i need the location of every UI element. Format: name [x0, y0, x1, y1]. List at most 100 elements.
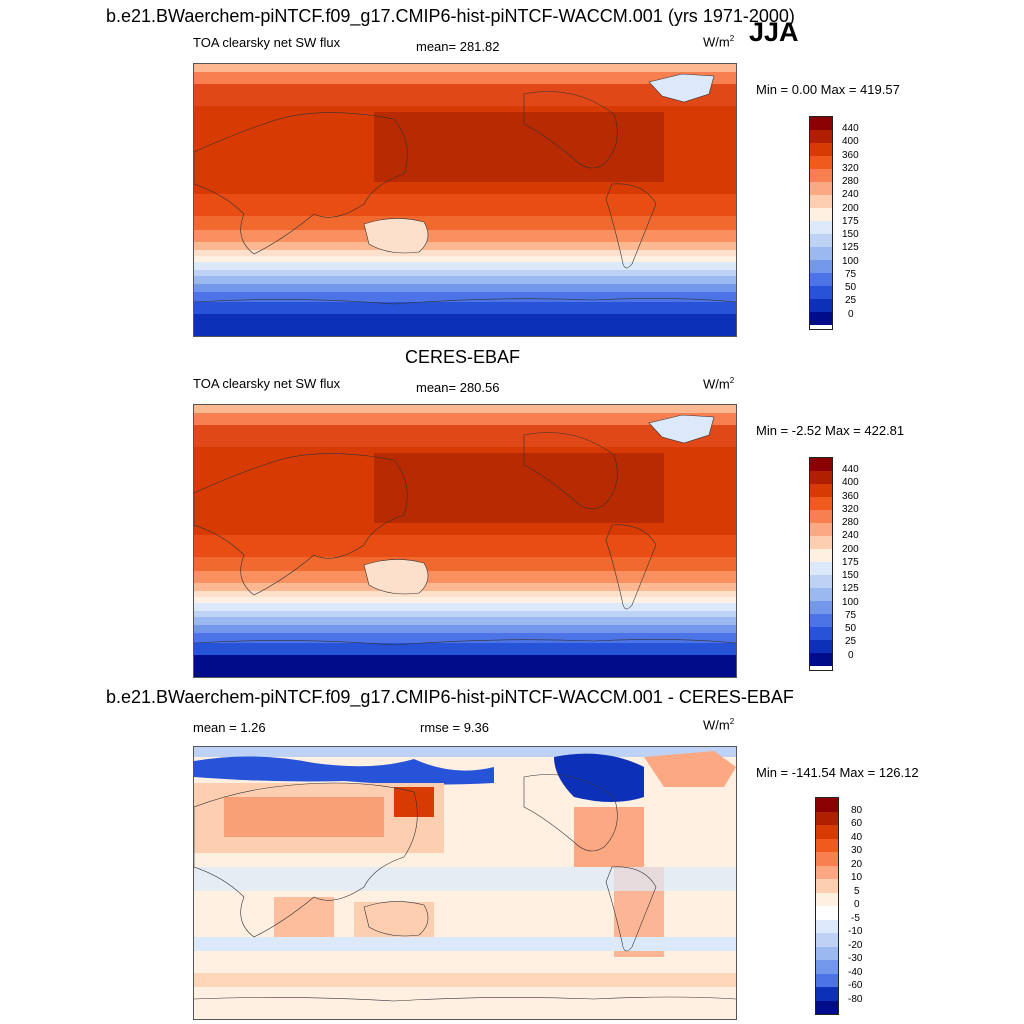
- panel3-colorbar-swatch: [816, 960, 838, 974]
- panel3-colorbar-swatch: [816, 906, 838, 920]
- panel1-title: b.e21.BWaerchem-piNTCF.f09_g17.CMIP6-his…: [106, 6, 795, 26]
- panel2-colorbar-tick: 175: [842, 557, 859, 568]
- panel3-colorbar-swatch: [816, 919, 838, 933]
- panel3-units: W/m2: [703, 717, 735, 733]
- panel1-colorbar-swatch: [810, 195, 832, 208]
- panel1-colorbar-swatch: [810, 312, 832, 325]
- panel2-map: [193, 404, 737, 678]
- panel1-colorbar-tick: 360: [842, 150, 859, 161]
- panel3-colorbar-swatch: [816, 987, 838, 1001]
- panel1-variable: TOA clearsky net SW flux: [193, 35, 341, 50]
- panel1-colorbar-tick: 0: [848, 309, 854, 320]
- panel3-colorbar-tick: -30: [848, 953, 863, 964]
- panel3-colorbar-tick: -40: [848, 967, 863, 978]
- panel2-colorbar-swatch: [810, 484, 832, 497]
- panel2-colorbar-swatch: [810, 614, 832, 627]
- panel3-colorbar-tick: 5: [854, 886, 860, 897]
- panel2-colorbar-tick: 280: [842, 517, 859, 528]
- panel3-colorbar-tick: -80: [848, 994, 863, 1005]
- panel1-colorbar-swatch: [810, 156, 832, 169]
- panel2-colorbar-swatch: [810, 536, 832, 549]
- panel1-colorbar-tick: 400: [842, 136, 859, 147]
- panel3-colorbar-swatch: [816, 811, 838, 825]
- panel1-colorbar-swatch: [810, 247, 832, 260]
- panel2-colorbar-tick: 25: [845, 636, 857, 647]
- panel2-colorbar: [809, 457, 833, 671]
- panel2-colorbar-swatch: [810, 640, 832, 653]
- panel3-rmse: rmse = 9.36: [420, 720, 490, 735]
- panel2-colorbar-tick: 125: [842, 583, 859, 594]
- panel2-minmax: Min = -2.52 Max = 422.81: [756, 423, 905, 438]
- panel1-colorbar-tick: 50: [845, 282, 857, 293]
- panel2-mean: mean= 280.56: [416, 380, 500, 395]
- panel3-colorbar-tick: 80: [851, 805, 863, 816]
- panel3-colorbar-swatch: [816, 1000, 838, 1014]
- panel2-colorbar-swatch: [810, 588, 832, 601]
- panel3-colorbar-tick: 30: [851, 845, 863, 856]
- panel1-minmax: Min = 0.00 Max = 419.57: [756, 82, 900, 97]
- panel2-variable: TOA clearsky net SW flux: [193, 376, 341, 391]
- panel1-colorbar-swatch: [810, 182, 832, 195]
- panel2-colorbar-tick: 150: [842, 570, 859, 581]
- panel3-colorbar-swatch: [816, 973, 838, 987]
- panel3-colorbar-tick: -60: [848, 980, 863, 991]
- panel1-colorbar-tick: 125: [842, 242, 859, 253]
- panel2-colorbar-tick: 100: [842, 597, 859, 608]
- panel1-colorbar-swatch: [810, 117, 832, 130]
- panel1-colorbar-tick: 240: [842, 189, 859, 200]
- panel2-field: [194, 405, 736, 677]
- panel3-field: [194, 747, 736, 1019]
- panel1-colorbar-swatch: [810, 221, 832, 234]
- panel1-colorbar-swatch: [810, 273, 832, 286]
- panel3-colorbar-tick: 60: [851, 818, 863, 829]
- panel2-colorbar-swatch: [810, 510, 832, 523]
- panel2-colorbar-tick: 0: [848, 650, 854, 661]
- panel3-colorbar-tick: -10: [848, 926, 863, 937]
- panel1-colorbar-swatch: [810, 234, 832, 247]
- panel1-colorbar-swatch: [810, 286, 832, 299]
- panel2-colorbar-tick: 400: [842, 477, 859, 488]
- panel3-colorbar-tick: -5: [851, 913, 860, 924]
- panel2-colorbar-swatch: [810, 627, 832, 640]
- panel3-minmax: Min = -141.54 Max = 126.12: [756, 765, 919, 780]
- panel1-colorbar-tick: 75: [845, 269, 857, 280]
- panel2-colorbar-tick: 320: [842, 504, 859, 515]
- panel3-colorbar-tick: -20: [848, 940, 863, 951]
- panel3-colorbar-tick: 40: [851, 832, 863, 843]
- panel3-colorbar-swatch: [816, 798, 838, 812]
- panel2-colorbar-swatch: [810, 523, 832, 536]
- panel1-mean: mean= 281.82: [416, 39, 500, 54]
- panel1-map: [193, 63, 737, 337]
- panel3-colorbar-tick: 0: [854, 899, 860, 910]
- panel2-colorbar-swatch: [810, 653, 832, 666]
- panel2-title: CERES-EBAF: [405, 347, 521, 367]
- panel1-colorbar-swatch: [810, 260, 832, 273]
- panel2-colorbar-swatch: [810, 601, 832, 614]
- panel2-colorbar-tick: 200: [842, 544, 859, 555]
- panel3-colorbar: [815, 797, 839, 1015]
- panel3-map: [193, 746, 737, 1020]
- panel3-colorbar-swatch: [816, 946, 838, 960]
- panel2-units: W/m2: [703, 376, 735, 392]
- panel2-colorbar-swatch: [810, 562, 832, 575]
- panel1-colorbar-swatch: [810, 143, 832, 156]
- panel1-colorbar-swatch: [810, 130, 832, 143]
- panel3-colorbar-swatch: [816, 825, 838, 839]
- panel1-field: [194, 64, 736, 336]
- panel1-colorbar-tick: 150: [842, 229, 859, 240]
- panel1-colorbar-tick: 280: [842, 176, 859, 187]
- panel1-colorbar-swatch: [810, 169, 832, 182]
- panel2-colorbar-tick: 360: [842, 491, 859, 502]
- panel1-colorbar-swatch: [810, 299, 832, 312]
- panel1-colorbar-tick: 440: [842, 123, 859, 134]
- panel1-colorbar: [809, 116, 833, 330]
- panel3-colorbar-swatch: [816, 892, 838, 906]
- panel1-colorbar-swatch: [810, 208, 832, 221]
- panel2-colorbar-swatch: [810, 549, 832, 562]
- panel1-colorbar-tick: 200: [842, 203, 859, 214]
- panel2-colorbar-tick: 240: [842, 530, 859, 541]
- panel2-colorbar-tick: 75: [845, 610, 857, 621]
- panel3-colorbar-swatch: [816, 933, 838, 947]
- panel3-mean: mean = 1.26: [193, 720, 266, 735]
- panel1-colorbar-tick: 320: [842, 163, 859, 174]
